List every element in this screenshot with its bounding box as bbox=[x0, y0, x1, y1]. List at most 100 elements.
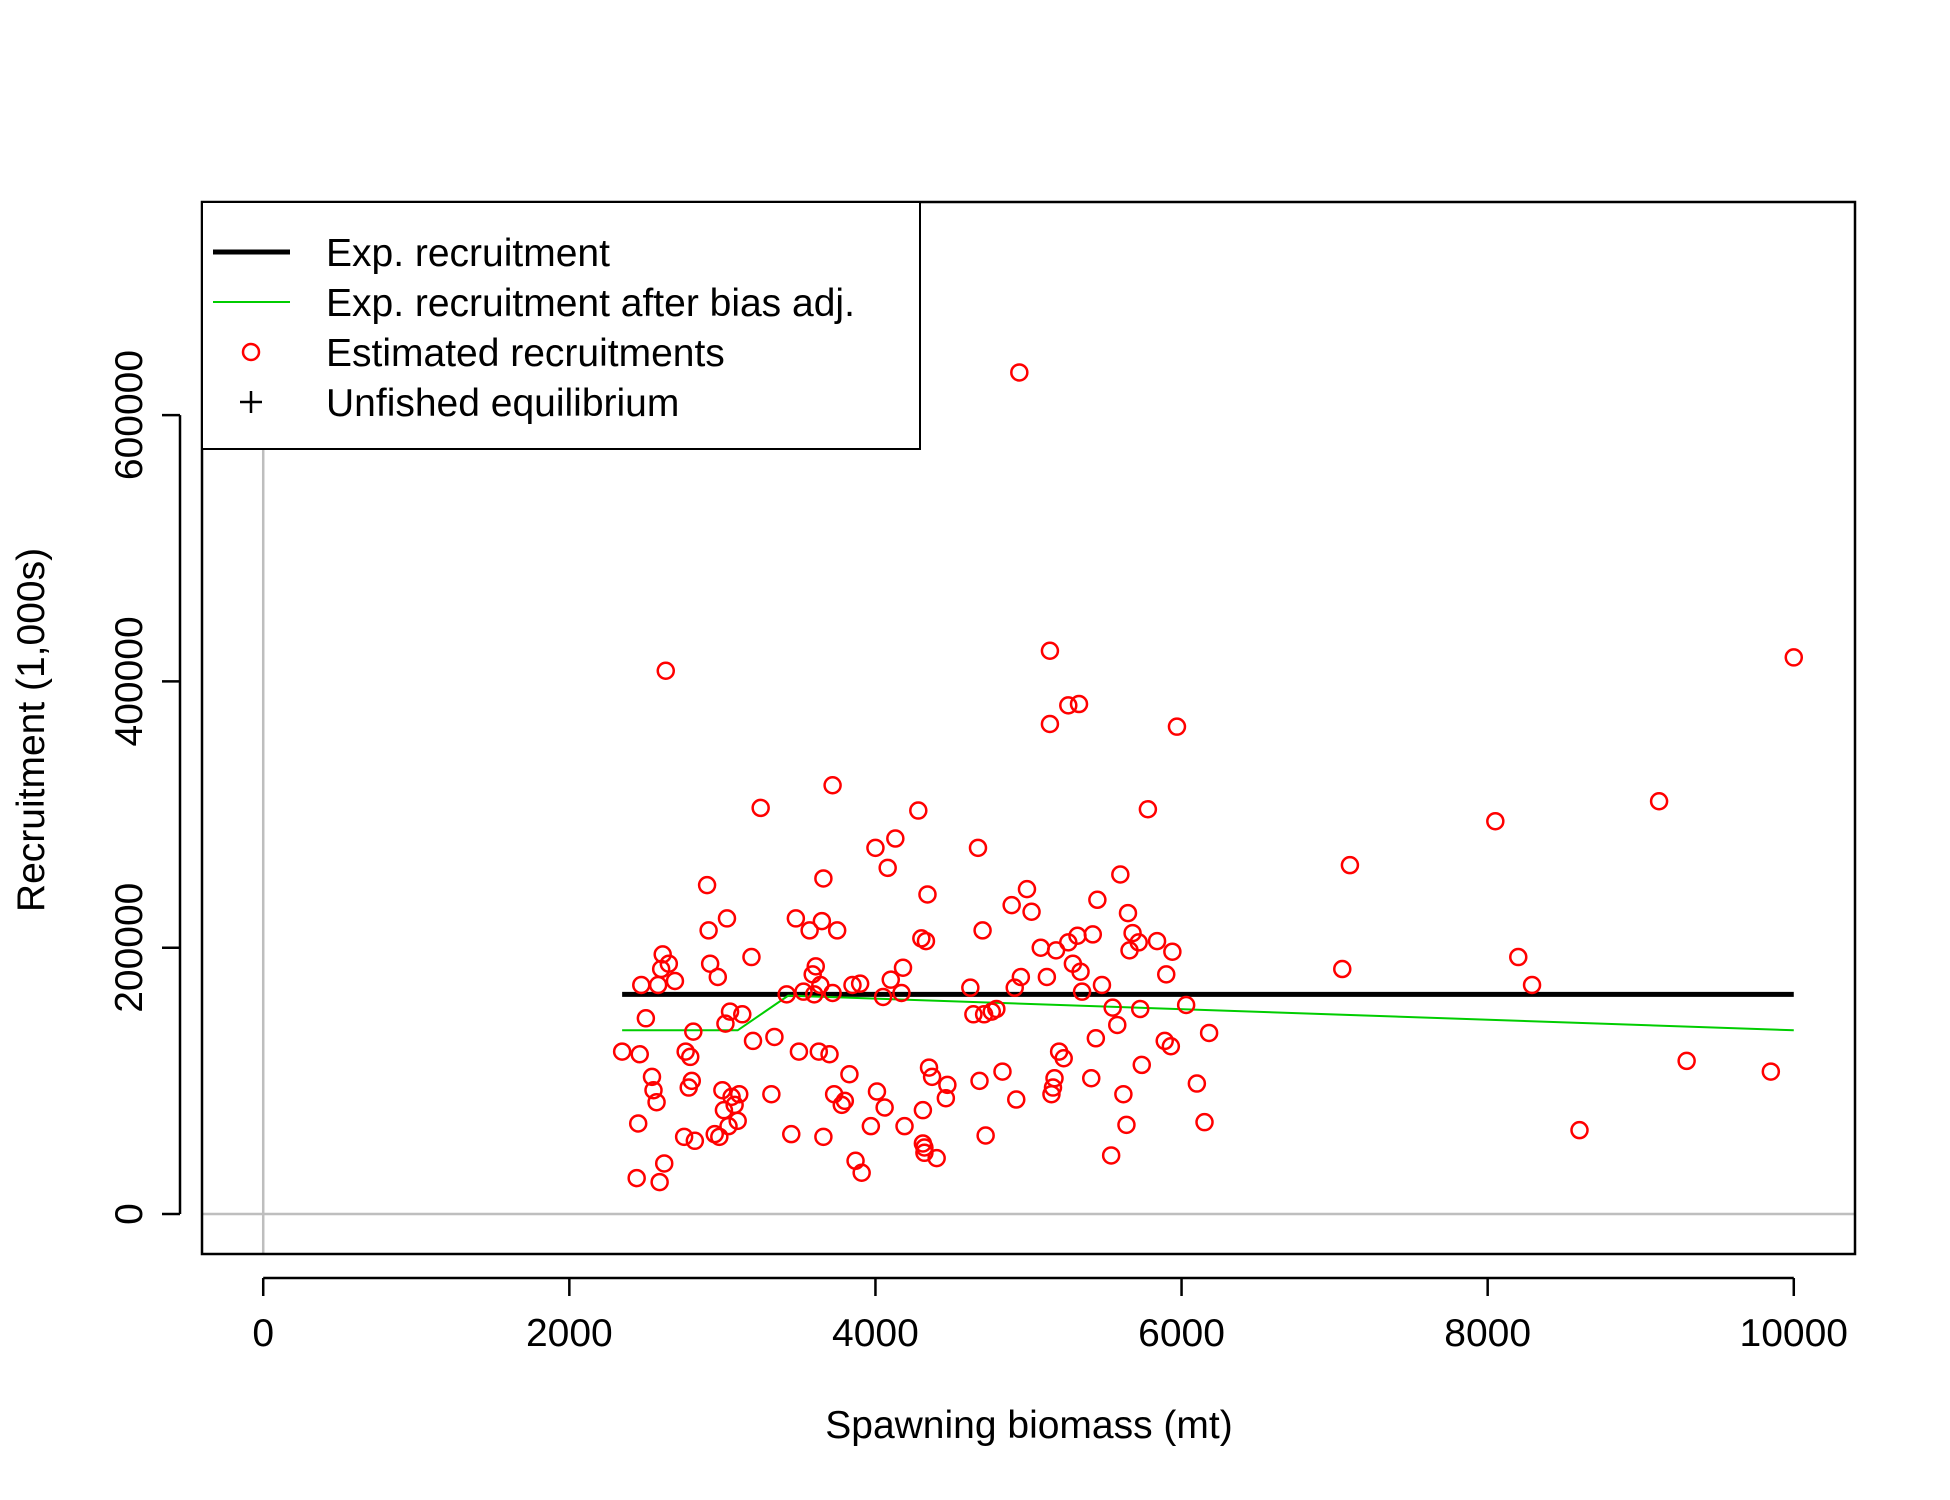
recruitment-point bbox=[612, 1042, 632, 1061]
series-line-exp-recruitment-bias-adj bbox=[622, 994, 1794, 1032]
recruitment-point bbox=[720, 1002, 740, 1021]
recruitment-point bbox=[1017, 879, 1037, 899]
legend-label-exp-recruitment-bias-adj: Exp. recruitment after bias adj. bbox=[326, 282, 855, 325]
recruitment-point bbox=[936, 1088, 956, 1108]
recruitment-point bbox=[823, 776, 842, 795]
recruitment-point bbox=[1118, 903, 1138, 923]
recruitment-point bbox=[636, 1009, 656, 1028]
recruitment-point bbox=[1108, 1015, 1127, 1035]
recruitment-point bbox=[909, 801, 928, 820]
recruitment-point bbox=[1071, 962, 1090, 981]
recruitment-point bbox=[927, 1148, 946, 1168]
recruitment-point bbox=[916, 931, 936, 951]
x-tick-label: 0 bbox=[252, 1312, 274, 1355]
legend-key-unfished-equilibrium bbox=[240, 391, 262, 413]
recruitment-point bbox=[1167, 717, 1187, 736]
recruitment-point bbox=[1002, 895, 1021, 915]
recruitment-point bbox=[1340, 855, 1360, 875]
recruitment-point bbox=[915, 1138, 934, 1157]
recruitment-point bbox=[786, 909, 806, 928]
recruitment-point bbox=[1054, 1048, 1073, 1068]
plot-area bbox=[202, 202, 1855, 1254]
recruitment-point bbox=[1130, 999, 1150, 1019]
recruitment-point bbox=[843, 975, 862, 995]
recruitment-point bbox=[1114, 1084, 1133, 1104]
recruitment-point bbox=[976, 1126, 995, 1145]
y-tick-label: 600000 bbox=[108, 350, 151, 480]
recruitment-point bbox=[1045, 1068, 1064, 1088]
recruitment-point bbox=[722, 1087, 741, 1107]
recruitment-point bbox=[867, 1082, 887, 1101]
recruitment-point bbox=[794, 982, 813, 1001]
recruitment-point bbox=[850, 974, 870, 993]
recruitment-point bbox=[806, 957, 826, 976]
recruitment-point bbox=[913, 1100, 933, 1120]
recruitment-point bbox=[1570, 1120, 1589, 1140]
plot-frame bbox=[200, 200, 1857, 1256]
recruitment-point bbox=[699, 921, 718, 940]
recruitment-point bbox=[881, 970, 900, 989]
recruitment-point bbox=[789, 1042, 809, 1061]
recruitment-point bbox=[1011, 967, 1031, 987]
recruitment-point bbox=[729, 1084, 749, 1104]
recruitment-point bbox=[765, 1027, 784, 1047]
recruitment-point bbox=[1138, 799, 1158, 819]
recruitment-point bbox=[728, 1111, 747, 1131]
recruitment-point bbox=[852, 1163, 871, 1183]
recruitment-point bbox=[1784, 648, 1804, 667]
recruitment-point bbox=[1176, 995, 1196, 1015]
recruitment-point bbox=[1123, 923, 1142, 943]
legend-label-exp-recruitment: Exp. recruitment bbox=[326, 232, 610, 275]
recruitment-point bbox=[674, 1127, 694, 1147]
recruitment-point bbox=[1163, 942, 1182, 961]
y-tick-label: 200000 bbox=[108, 883, 151, 1013]
recruitment-point bbox=[1059, 696, 1078, 715]
legend-key-estimated-recruitments bbox=[241, 342, 261, 362]
recruitment-point bbox=[1082, 1068, 1101, 1088]
recruitment-point bbox=[716, 1014, 735, 1033]
recruitment-point bbox=[835, 1091, 855, 1111]
recruitment-point bbox=[987, 999, 1006, 1019]
recruitment-point bbox=[809, 1042, 829, 1061]
recruitment-point bbox=[654, 1154, 674, 1173]
recruitment-point bbox=[1509, 947, 1528, 967]
recruitment-point bbox=[800, 921, 819, 940]
recruitment-point bbox=[1069, 694, 1089, 714]
recruitment-point bbox=[647, 1092, 666, 1112]
recruitment-point bbox=[1083, 925, 1103, 944]
recruitment-point bbox=[1117, 1115, 1136, 1135]
y-axis-title: Recruitment (1,000s) bbox=[10, 548, 53, 912]
legend-box bbox=[201, 201, 921, 450]
recruitment-point bbox=[1199, 1023, 1219, 1043]
recruitment-point bbox=[782, 1124, 801, 1144]
recruitment-point bbox=[1022, 902, 1041, 922]
recruitment-point bbox=[993, 1062, 1012, 1081]
recruitment-point bbox=[680, 1047, 700, 1067]
recruitment-point bbox=[719, 1116, 738, 1136]
recruitment-point bbox=[1761, 1062, 1781, 1081]
recruitment-point bbox=[1101, 1146, 1121, 1165]
recruitment-point bbox=[1333, 959, 1352, 979]
recruitment-point bbox=[1040, 641, 1060, 661]
recruitment-point bbox=[918, 885, 937, 904]
recruitment-point bbox=[886, 829, 905, 848]
recruitment-point bbox=[676, 1042, 695, 1061]
recruitment-point bbox=[650, 1172, 669, 1192]
recruitment-point bbox=[814, 869, 833, 888]
recruitment-point bbox=[1486, 811, 1505, 831]
recruitment-point bbox=[685, 1131, 705, 1151]
recruitment-point bbox=[938, 1075, 957, 1095]
recruitment-point bbox=[814, 1127, 833, 1147]
recruitment-point bbox=[630, 1045, 649, 1064]
recruitment-point bbox=[700, 954, 720, 973]
recruitment-point bbox=[832, 1095, 852, 1115]
recruitment-point bbox=[1161, 1037, 1181, 1056]
recruitment-point bbox=[861, 1116, 881, 1136]
recruitment-point bbox=[1195, 1112, 1214, 1132]
recruitment-point bbox=[804, 985, 824, 1004]
recruitment-point bbox=[875, 1098, 894, 1117]
recruitment-point bbox=[1157, 965, 1176, 984]
recruitment-point bbox=[665, 971, 685, 991]
recruitment-point bbox=[717, 909, 737, 928]
